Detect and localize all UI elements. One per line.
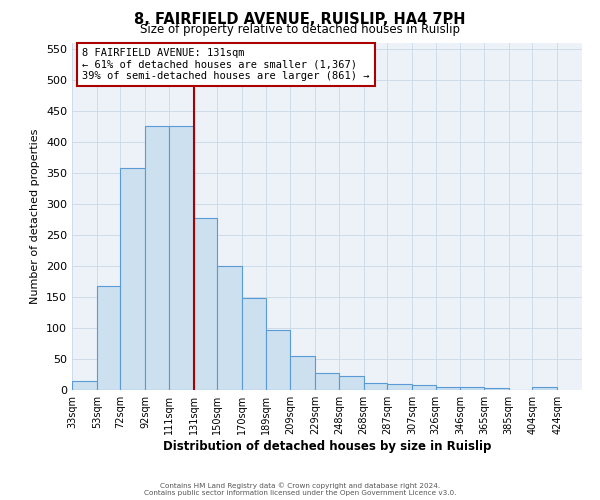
Bar [217,266,242,390]
Bar [436,387,460,390]
Bar [242,298,266,390]
Bar [460,387,484,390]
Bar [364,382,387,390]
X-axis label: Distribution of detached houses by size in Ruislip: Distribution of detached houses by size … [163,440,491,453]
Y-axis label: Number of detached properties: Number of detached properties [31,128,40,304]
Bar [339,376,364,390]
Bar [290,356,315,390]
Bar [532,387,557,390]
Bar [412,385,436,390]
Text: Contains HM Land Registry data © Crown copyright and database right 2024.
Contai: Contains HM Land Registry data © Crown c… [144,482,456,496]
Bar [387,384,412,390]
Bar [169,126,194,390]
Text: Size of property relative to detached houses in Ruislip: Size of property relative to detached ho… [140,22,460,36]
Bar [484,388,509,390]
Bar [315,372,339,390]
Text: 8 FAIRFIELD AVENUE: 131sqm
← 61% of detached houses are smaller (1,367)
39% of s: 8 FAIRFIELD AVENUE: 131sqm ← 61% of deta… [82,48,370,81]
Bar [145,126,169,390]
Bar [97,286,121,390]
Bar [266,330,290,390]
Bar [72,380,97,390]
Bar [194,218,217,390]
Bar [121,168,145,390]
Text: 8, FAIRFIELD AVENUE, RUISLIP, HA4 7PH: 8, FAIRFIELD AVENUE, RUISLIP, HA4 7PH [134,12,466,28]
